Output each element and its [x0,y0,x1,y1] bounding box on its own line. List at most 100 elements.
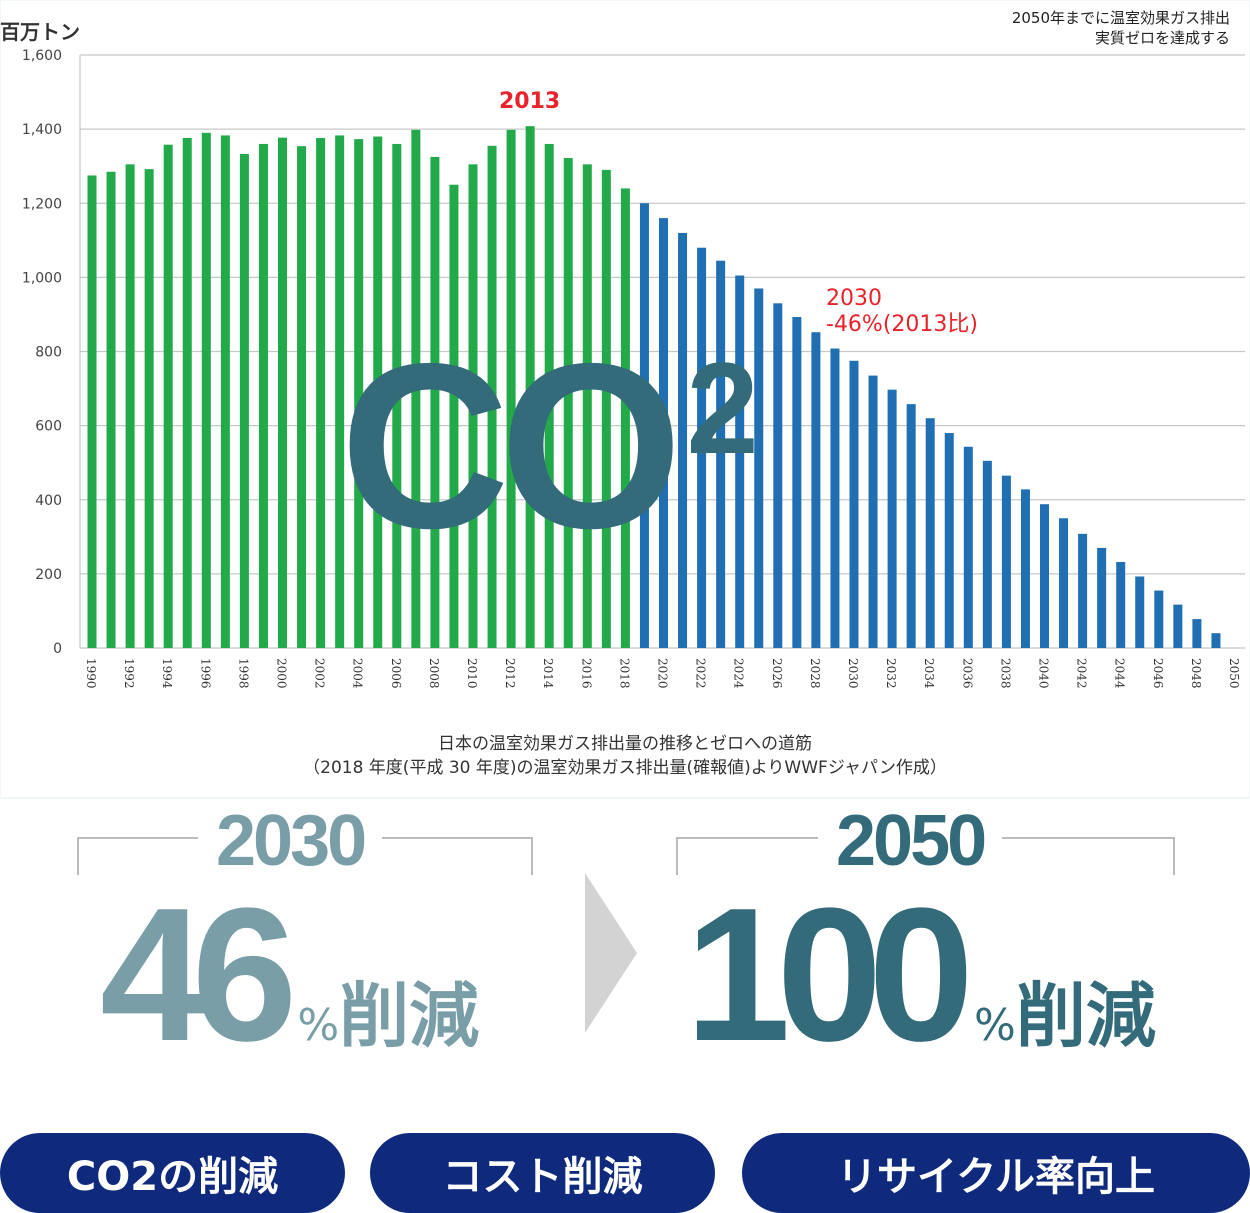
bar-2015 [563,158,573,648]
bar-2046 [1154,590,1164,648]
bar-2011 [487,145,497,648]
target-value-2050: 100 [685,869,974,1081]
bar-1991 [106,171,116,648]
bar-2002 [316,138,326,648]
bar-2004 [354,139,364,648]
x-tick-label: 2020 [656,658,670,689]
co2-overlay-group: CO 2 [340,314,759,577]
target-2030: 46 % 削減 [100,880,479,1070]
x-tick-label: 2018 [617,658,631,689]
bar-2012 [506,129,516,648]
y-tick-label: 800 [35,345,62,361]
bar-2039 [1020,489,1030,648]
bar-2030 [849,360,859,648]
bar-1995 [182,138,192,648]
x-tick-label: 1994 [160,658,174,689]
y-tick-label: 1,400 [22,122,62,138]
target-year-2050: 2050 [818,800,1003,882]
bar-2041 [1059,518,1069,648]
bar-2019 [639,203,649,648]
bar-2037 [982,460,992,648]
bar-2043 [1097,547,1107,648]
caption-line1: 日本の温室効果ガス排出量の推移とゼロへの道筋 [438,734,812,754]
x-tick-label: 2028 [808,658,822,689]
bar-2029 [830,348,840,648]
bar-2006 [392,143,402,648]
y-tick-label: 0 [53,641,62,657]
y-tick-label: 600 [35,419,62,435]
bar-2003 [335,135,345,648]
x-tick-label: 2004 [351,658,365,689]
bar-2005 [373,136,383,648]
bar-1997 [220,135,230,648]
x-tick-label: 2002 [313,658,327,689]
y-axis-unit: 百万トン [0,20,80,44]
bar-2014 [544,143,554,648]
bar-2007 [411,129,421,648]
bar-2023 [716,260,726,648]
bar-2020 [659,218,668,648]
percent-sign: % [297,1000,340,1051]
bar-2044 [1116,562,1126,648]
bar-2032 [887,389,897,648]
bar-1996 [201,132,211,649]
bar-2033 [906,404,916,648]
x-tick-label: 2040 [1037,658,1051,689]
bar-1993 [144,169,154,648]
y-tick-label: 1,000 [22,270,62,286]
x-tick-label: 2022 [694,658,708,689]
chart-caption: 日本の温室効果ガス排出量の推移とゼロへの道筋 （2018 年度(平成 30 年度… [0,732,1250,780]
x-tick-label: 1996 [198,658,212,689]
y-tick-label: 200 [35,567,62,583]
bar-2049 [1211,633,1221,648]
y-tick-label: 1,600 [22,48,62,64]
x-tick-label: 2048 [1189,658,1203,689]
bar-2021 [678,232,688,648]
bar-2025 [754,288,764,648]
bar-2018 [620,188,630,649]
caption-line2: （2018 年度(平成 30 年度)の温室効果ガス排出量(確報値)よりWWFジャ… [303,758,947,778]
goal-note-line2: 実質ゼロを達成する [1094,29,1230,47]
x-tick-label: 2050 [1227,658,1241,689]
bar-2031 [868,375,878,648]
bar-2000 [278,137,287,649]
bar-2040 [1040,504,1049,648]
bar-2028 [811,332,821,648]
x-tick-label: 2024 [732,658,746,689]
bar-1990 [87,175,97,648]
target-label-2030: 削減 [339,975,480,1057]
bar-2009 [449,184,459,648]
bar-2045 [1135,576,1145,648]
x-tick-label: 2036 [960,658,974,689]
x-tick-label: 2006 [389,658,403,689]
x-tick-label: 2014 [541,658,555,689]
bar-1994 [163,144,173,648]
goal-note: 2050年までに温室効果ガス排出 実質ゼロを達成する [1012,8,1230,48]
co2-overlay: CO [340,314,682,577]
target-2050: 100 % 削減 [685,880,1156,1070]
x-tick-label: 2030 [846,658,860,689]
percent-sign: % [974,1000,1016,1051]
x-tick-label: 2026 [770,658,784,689]
peak-annotation: 2013 [499,89,561,114]
bar-2036 [963,446,973,648]
bar-2010 [468,164,478,648]
co2-subscript: 2 [686,335,759,481]
x-tick-label: 2016 [579,658,593,689]
x-tick-label: 1998 [236,658,250,689]
pill-recycling-rate[interactable]: リサイクル率向上 [742,1133,1250,1213]
y-tick-label: 1,200 [22,196,62,212]
x-tick-label: 2046 [1151,658,1165,689]
pill-co2-reduction[interactable]: CO2の削減 [0,1133,345,1213]
x-tick-label: 2044 [1113,658,1127,689]
x-tick-label: 2010 [465,658,479,689]
bar-2022 [697,247,707,648]
bar-1999 [258,143,268,648]
bar-2047 [1173,604,1183,648]
x-tick-label: 1992 [122,658,136,689]
x-tick-label: 2038 [998,658,1012,689]
pill-cost-reduction[interactable]: コスト削減 [370,1133,715,1213]
bar-1998 [239,153,249,648]
bar-2034 [925,418,935,648]
target-reduction: -46%(2013比) [826,312,978,337]
